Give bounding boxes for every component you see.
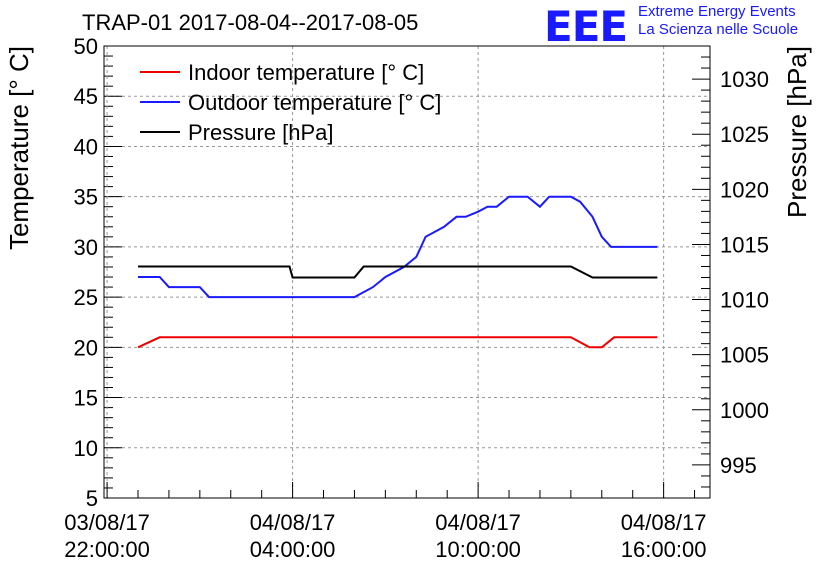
series-line: [138, 195, 658, 299]
y-tick-label: 35: [74, 185, 98, 210]
x-tick-label-date: 04/08/17: [621, 510, 707, 535]
x-tick-label-time: 22:00:00: [64, 537, 150, 562]
y-tick-label: 5: [86, 486, 98, 511]
y-tick-label: 30: [74, 235, 98, 260]
x-tick-label-date: 04/08/17: [250, 510, 336, 535]
y2-tick-label: 1000: [720, 398, 769, 423]
x-tick-label-time: 10:00:00: [435, 537, 521, 562]
legend-label: Pressure [hPa]: [188, 120, 334, 145]
chart-title: TRAP-01 2017-08-04--2017-08-05: [82, 10, 419, 35]
series-line: [137, 336, 658, 349]
x-tick-label-date: 03/08/17: [64, 510, 150, 535]
legend-label: Indoor temperature [° C]: [188, 60, 424, 85]
y2-tick-label: 1020: [720, 177, 769, 202]
legend-label: Outdoor temperature [° C]: [188, 90, 441, 115]
y2-tick-label: 1005: [720, 343, 769, 368]
y-tick-label: 45: [74, 84, 98, 109]
y2-tick-label: 995: [720, 453, 757, 478]
series-line: [138, 265, 658, 279]
y2-tick-label: 1015: [720, 232, 769, 257]
logo-caption: Extreme Energy Events La Scienza nelle S…: [638, 3, 798, 39]
plot-frame: [103, 45, 711, 499]
logo-caption-line1: Extreme Energy Events: [638, 3, 796, 20]
y-tick-label: 20: [74, 335, 98, 360]
y2-tick-label: 1010: [720, 288, 769, 313]
y-tick-label: 50: [74, 34, 98, 59]
y-tick-label: 25: [74, 285, 98, 310]
logo-caption-line2: La Scienza nelle Scuole: [638, 21, 799, 38]
y-tick-label: 10: [74, 436, 98, 461]
y2-tick-label: 1025: [720, 122, 769, 147]
y2-tick-label: 1030: [720, 67, 769, 92]
y2-axis-title: Pressure [hPa]: [782, 46, 812, 218]
eee-logo: EEE: [544, 2, 628, 51]
x-tick-label-date: 04/08/17: [435, 510, 521, 535]
x-tick-label-time: 04:00:00: [250, 537, 336, 562]
y-tick-label: 40: [74, 134, 98, 159]
y-tick-label: 15: [74, 386, 98, 411]
x-tick-label-time: 16:00:00: [621, 537, 707, 562]
y-axis-title: Temperature [° C]: [4, 46, 34, 250]
